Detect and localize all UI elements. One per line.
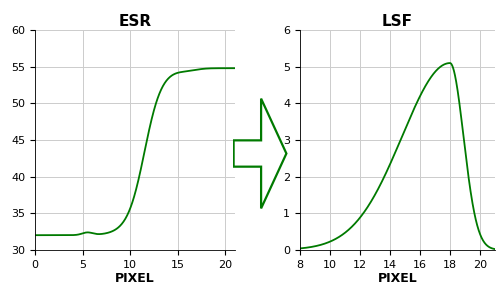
X-axis label: PIXEL: PIXEL bbox=[378, 272, 418, 285]
Title: LSF: LSF bbox=[382, 14, 413, 29]
X-axis label: PIXEL: PIXEL bbox=[115, 272, 155, 285]
Title: ESR: ESR bbox=[118, 14, 152, 29]
